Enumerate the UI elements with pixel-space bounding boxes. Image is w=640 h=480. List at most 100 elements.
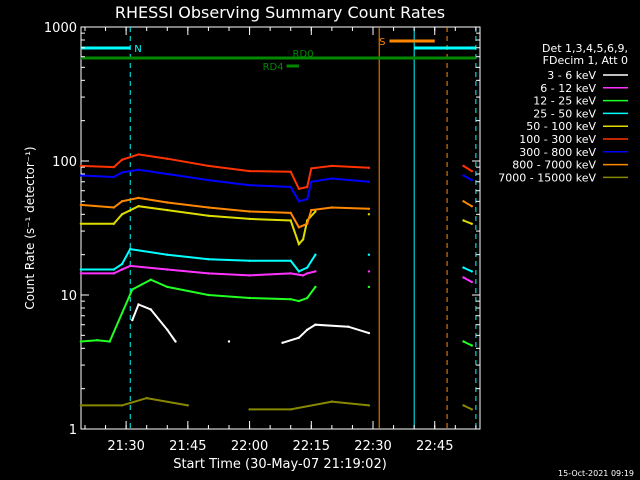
series-point [314, 323, 317, 326]
series-point [306, 328, 309, 331]
series-point [470, 270, 473, 273]
series-point [149, 308, 152, 311]
series-point [131, 318, 134, 322]
x-tick-label: 22:45 [416, 439, 453, 454]
series-point [297, 336, 301, 339]
series-point [207, 164, 210, 168]
series-point [166, 201, 169, 204]
series-line [463, 340, 473, 347]
series-point [367, 213, 371, 216]
series-point [137, 303, 140, 306]
series-point [145, 396, 148, 400]
series-point [470, 280, 473, 284]
series-point [129, 247, 132, 251]
legend-entry-label: 7000 - 15000 keV [498, 171, 596, 184]
series-point [227, 340, 231, 343]
legend-header-line-2: FDecim 1, Att 0 [543, 54, 628, 67]
series-point [79, 222, 83, 225]
series-point [79, 164, 83, 168]
series-point [248, 259, 251, 262]
series-point [314, 285, 317, 289]
series-point [207, 272, 210, 275]
series-point [330, 400, 334, 403]
series-point [248, 408, 251, 411]
legend-header-line-1: Det 1,3,4,5,6,9, [542, 42, 628, 55]
series-line [80, 278, 317, 343]
series-point [462, 164, 465, 168]
series-point [306, 185, 309, 189]
series-point [120, 404, 124, 407]
annotation-label: N [134, 44, 141, 55]
annotation-label: S [379, 37, 385, 48]
series-point [137, 196, 140, 200]
series-point [137, 168, 140, 171]
series-point [306, 222, 309, 225]
series-point [120, 171, 124, 174]
axis-layer: 21:30 21:45 22:00 22:15 22:30 22:45 1 10 100 1000 [44, 21, 480, 454]
series-point [330, 164, 334, 168]
series-point [306, 197, 309, 201]
series-point [470, 408, 473, 411]
series-point [137, 205, 140, 208]
series-point [137, 153, 140, 156]
series-point [207, 293, 210, 297]
series-line [463, 174, 473, 181]
series-point [367, 207, 371, 210]
series-point [248, 184, 251, 187]
legend-entry-label: 50 - 100 keV [526, 120, 596, 133]
series-point [289, 408, 292, 411]
series-point [462, 200, 465, 203]
series-point [289, 272, 292, 275]
series-point [120, 200, 124, 203]
series-point [297, 299, 301, 303]
series-point [248, 217, 251, 221]
series-point [367, 285, 371, 289]
legend: Det 1,3,4,5,6,9, FDecim 1, Att 0 3 - 6 k… [498, 42, 628, 184]
series-point [367, 331, 371, 335]
x-tick-label: 21:45 [169, 439, 206, 454]
series-point [462, 340, 465, 343]
series-line [80, 205, 317, 247]
series-point [112, 206, 116, 209]
series-line [463, 219, 473, 225]
series-point [297, 242, 301, 246]
series-point [314, 210, 317, 213]
series-point [297, 226, 301, 229]
series-line [462, 200, 473, 208]
series-point [462, 276, 465, 279]
series-point [347, 325, 350, 328]
series-point [462, 219, 465, 222]
series-point [367, 404, 371, 407]
series-point [248, 210, 251, 213]
annotation-label: RD0 [293, 49, 314, 60]
series-point [289, 219, 292, 222]
series-point [112, 222, 116, 225]
series-line [131, 303, 177, 343]
series-point [470, 344, 473, 347]
series-point [367, 270, 371, 273]
timestamp: 15-Oct-2021 09:19 [558, 469, 634, 478]
series-point [79, 404, 83, 407]
series-point [207, 206, 210, 209]
series-point [289, 259, 292, 262]
series-point [301, 238, 305, 241]
series-point [207, 214, 210, 217]
series-line [463, 276, 473, 283]
series-line [463, 404, 473, 411]
series-point [166, 208, 169, 212]
y-axis-label: Count Rate (s⁻¹ detector⁻¹) [23, 146, 37, 309]
y-tick-label: 1 [69, 423, 77, 438]
legend-entry-label: 12 - 25 keV [533, 95, 596, 108]
series-point [297, 200, 301, 203]
series-line [80, 168, 369, 203]
series-point [207, 258, 210, 261]
series-point [166, 328, 169, 331]
series-point [367, 253, 371, 256]
x-tick-label: 22:15 [293, 439, 330, 454]
series-point [186, 404, 189, 407]
series-point [297, 270, 301, 273]
series-point [248, 274, 251, 277]
series-point [79, 174, 83, 177]
series-point [470, 178, 473, 182]
